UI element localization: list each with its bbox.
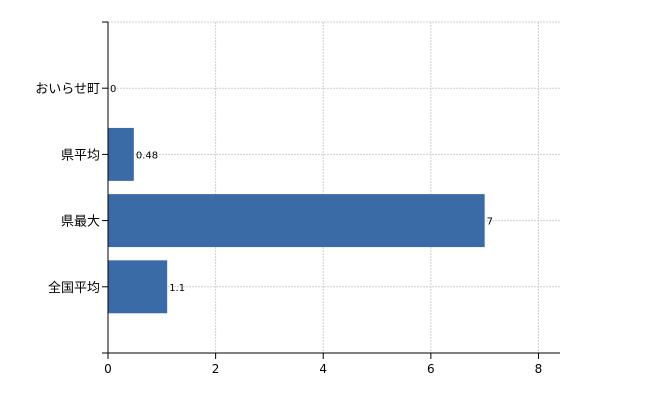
category-label: 全国平均 — [48, 280, 100, 296]
x-axis-ticks: 0 2 4 6 8 — [102, 21, 543, 376]
bar — [108, 127, 134, 181]
bar — [108, 260, 168, 314]
gridlines — [108, 21, 560, 353]
category-label: 県最大 — [61, 215, 100, 230]
data-label: 7 — [487, 217, 493, 228]
bar — [108, 194, 485, 248]
category-label: おいらせ町 — [35, 82, 100, 97]
bars — [108, 127, 485, 314]
category-label: 県平均 — [61, 148, 100, 163]
x-tick-label: 6 — [427, 362, 435, 376]
axes — [107, 22, 560, 354]
x-tick-label: 0 — [104, 362, 112, 376]
x-tick-label: 2 — [212, 362, 220, 376]
data-labels: 0 0.48 7 1.1 — [110, 84, 493, 294]
x-tick-label: 8 — [535, 362, 543, 376]
x-tick-label: 4 — [319, 362, 327, 376]
data-label: 1.1 — [169, 283, 185, 294]
data-label: 0 — [110, 84, 116, 95]
data-label: 0.48 — [136, 150, 158, 161]
